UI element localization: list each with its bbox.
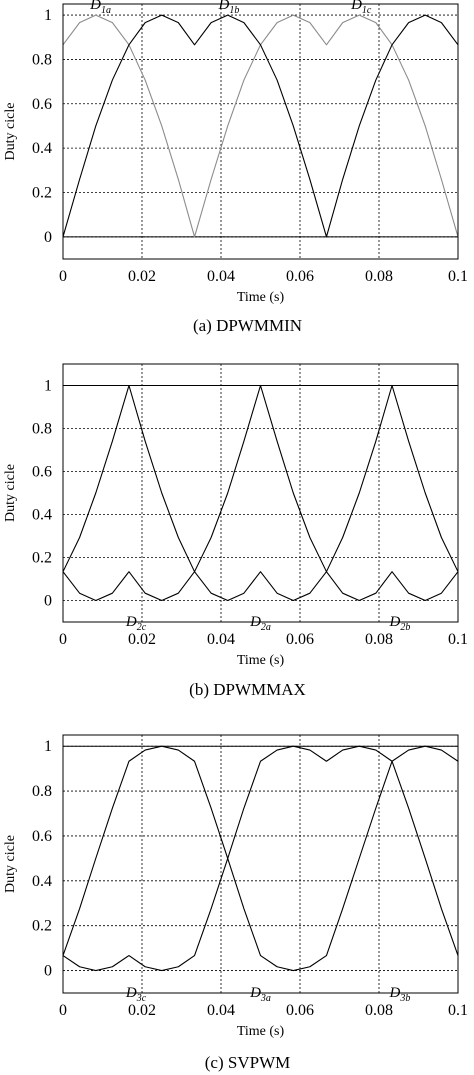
x-tick-label: 0: [59, 268, 67, 285]
panel-caption: (b) DPWMMAX: [189, 680, 306, 699]
y-tick-label: 0.6: [32, 828, 52, 845]
series-label-D1a: D1a: [89, 0, 111, 16]
panel-caption: (a) DPWMMIN: [193, 316, 302, 335]
y-tick-label: 0.4: [32, 507, 52, 524]
x-tick-label: 0.06: [286, 1002, 314, 1019]
plot-frame: [62, 3, 459, 260]
x-axis-label: Time (s): [237, 290, 285, 305]
y-axis-label: Duty cicle: [3, 835, 18, 893]
x-tick-label: 0: [59, 631, 67, 648]
series-line-D2b: [62, 384, 459, 602]
chart-panel-2: 0 0.02 0.04 0.06 0.08 0.1 0 0.2 0.4 0.6 0.8 1 Time (…: [3, 363, 468, 699]
series-line-D3b: [62, 745, 459, 972]
y-tick-label: 0.4: [32, 873, 52, 890]
x-tick-label: 0.08: [365, 268, 393, 285]
x-tick-label: 0.02: [128, 268, 156, 285]
x-tick-label: 0.06: [286, 268, 314, 285]
series-label-D3b: D3b: [389, 985, 411, 1004]
series-label-D2c: D2c: [125, 614, 147, 633]
y-tick-label: 0.2: [32, 918, 52, 935]
chart-panel-3: 0 0.02 0.04 0.06 0.08 0.1 0 0.2 0.4 0.6 0.8 1 Time (…: [3, 734, 468, 1072]
y-tick-label: 0.6: [32, 96, 52, 113]
x-tick-label: 0.08: [365, 1002, 393, 1019]
y-tick-label: 1: [44, 738, 52, 755]
y-axis-label: Duty cicle: [3, 464, 18, 522]
series-line-D2a: [62, 384, 459, 602]
x-tick-label: 0.04: [207, 268, 235, 285]
x-tick-label: 0.1: [448, 1002, 468, 1019]
series-line-D1a: [62, 14, 459, 238]
panel-caption: (c) SVPWM: [205, 1053, 290, 1072]
x-tick-label: 0.06: [286, 631, 314, 648]
series-line-D1b: [62, 14, 459, 238]
plot-frame: [62, 363, 459, 623]
x-tick-label: 0.1: [448, 631, 468, 648]
series-label-D2b: D2b: [389, 614, 411, 633]
y-tick-label: 0: [44, 593, 52, 610]
y-tick-label: 1: [44, 378, 52, 395]
x-tick-label: 0: [59, 1002, 67, 1019]
y-tick-label: 1: [44, 7, 52, 24]
y-tick-label: 0.6: [32, 464, 52, 481]
plot-frame: [62, 734, 459, 994]
y-tick-label: 0: [44, 963, 52, 980]
x-tick-label: 0.04: [207, 631, 235, 648]
y-tick-label: 0.8: [32, 421, 52, 438]
x-tick-label: 0.02: [128, 631, 156, 648]
x-tick-label: 0.02: [128, 1002, 156, 1019]
series-label-D1c: D1c: [350, 0, 372, 16]
x-tick-label: 0.08: [365, 631, 393, 648]
series-label-D2a: D2a: [249, 614, 271, 633]
x-tick-label: 0.1: [448, 268, 468, 285]
y-tick-label: 0.8: [32, 51, 52, 68]
y-tick-label: 0.8: [32, 783, 52, 800]
y-tick-label: 0.2: [32, 184, 52, 201]
y-axis-label: Duty cicle: [3, 103, 18, 161]
series-label-D3c: D3c: [125, 985, 147, 1004]
series-label-D1b: D1b: [217, 0, 239, 16]
y-tick-label: 0.2: [32, 550, 52, 567]
x-axis-label: Time (s): [237, 1024, 285, 1039]
x-tick-label: 0.04: [207, 1002, 235, 1019]
series-label-D3a: D3a: [249, 985, 271, 1004]
y-tick-label: 0.4: [32, 140, 52, 157]
chart-panel-1: 0 0.02 0.04 0.06 0.08 0.1 0 0.2 0.4 0.6 0.8 1 Time (…: [3, 0, 468, 335]
x-axis-label: Time (s): [237, 653, 285, 668]
y-tick-label: 0: [44, 229, 52, 246]
